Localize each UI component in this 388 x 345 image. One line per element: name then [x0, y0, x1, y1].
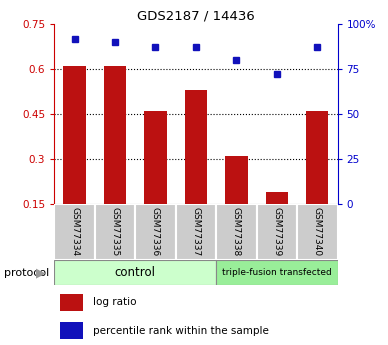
Bar	[60, 294, 83, 311]
Title: GDS2187 / 14436: GDS2187 / 14436	[137, 10, 255, 23]
Text: GSM77337: GSM77337	[191, 207, 201, 257]
Bar	[306, 111, 329, 204]
Bar	[144, 111, 166, 204]
Bar	[176, 204, 216, 260]
Bar	[54, 204, 95, 260]
Text: GSM77334: GSM77334	[70, 207, 79, 257]
Text: ▶: ▶	[36, 266, 45, 279]
Bar	[63, 66, 86, 204]
Text: triple-fusion transfected: triple-fusion transfected	[222, 268, 332, 277]
Text: GSM77336: GSM77336	[151, 207, 160, 257]
Bar	[256, 204, 297, 260]
Bar	[60, 322, 83, 339]
Bar	[216, 204, 256, 260]
Bar	[95, 204, 135, 260]
Text: protocol: protocol	[4, 268, 49, 277]
Bar	[135, 204, 176, 260]
Text: GSM77335: GSM77335	[111, 207, 120, 257]
Text: log ratio: log ratio	[93, 297, 136, 307]
Text: GSM77338: GSM77338	[232, 207, 241, 257]
Bar	[225, 156, 248, 204]
Text: control: control	[115, 266, 156, 279]
Text: GSM77340: GSM77340	[313, 207, 322, 257]
Bar	[216, 260, 338, 285]
Text: percentile rank within the sample: percentile rank within the sample	[93, 326, 268, 336]
Bar	[266, 191, 288, 204]
Bar	[104, 66, 126, 204]
Bar	[297, 204, 338, 260]
Text: GSM77339: GSM77339	[272, 207, 281, 257]
Bar	[185, 90, 207, 204]
Bar	[54, 260, 216, 285]
